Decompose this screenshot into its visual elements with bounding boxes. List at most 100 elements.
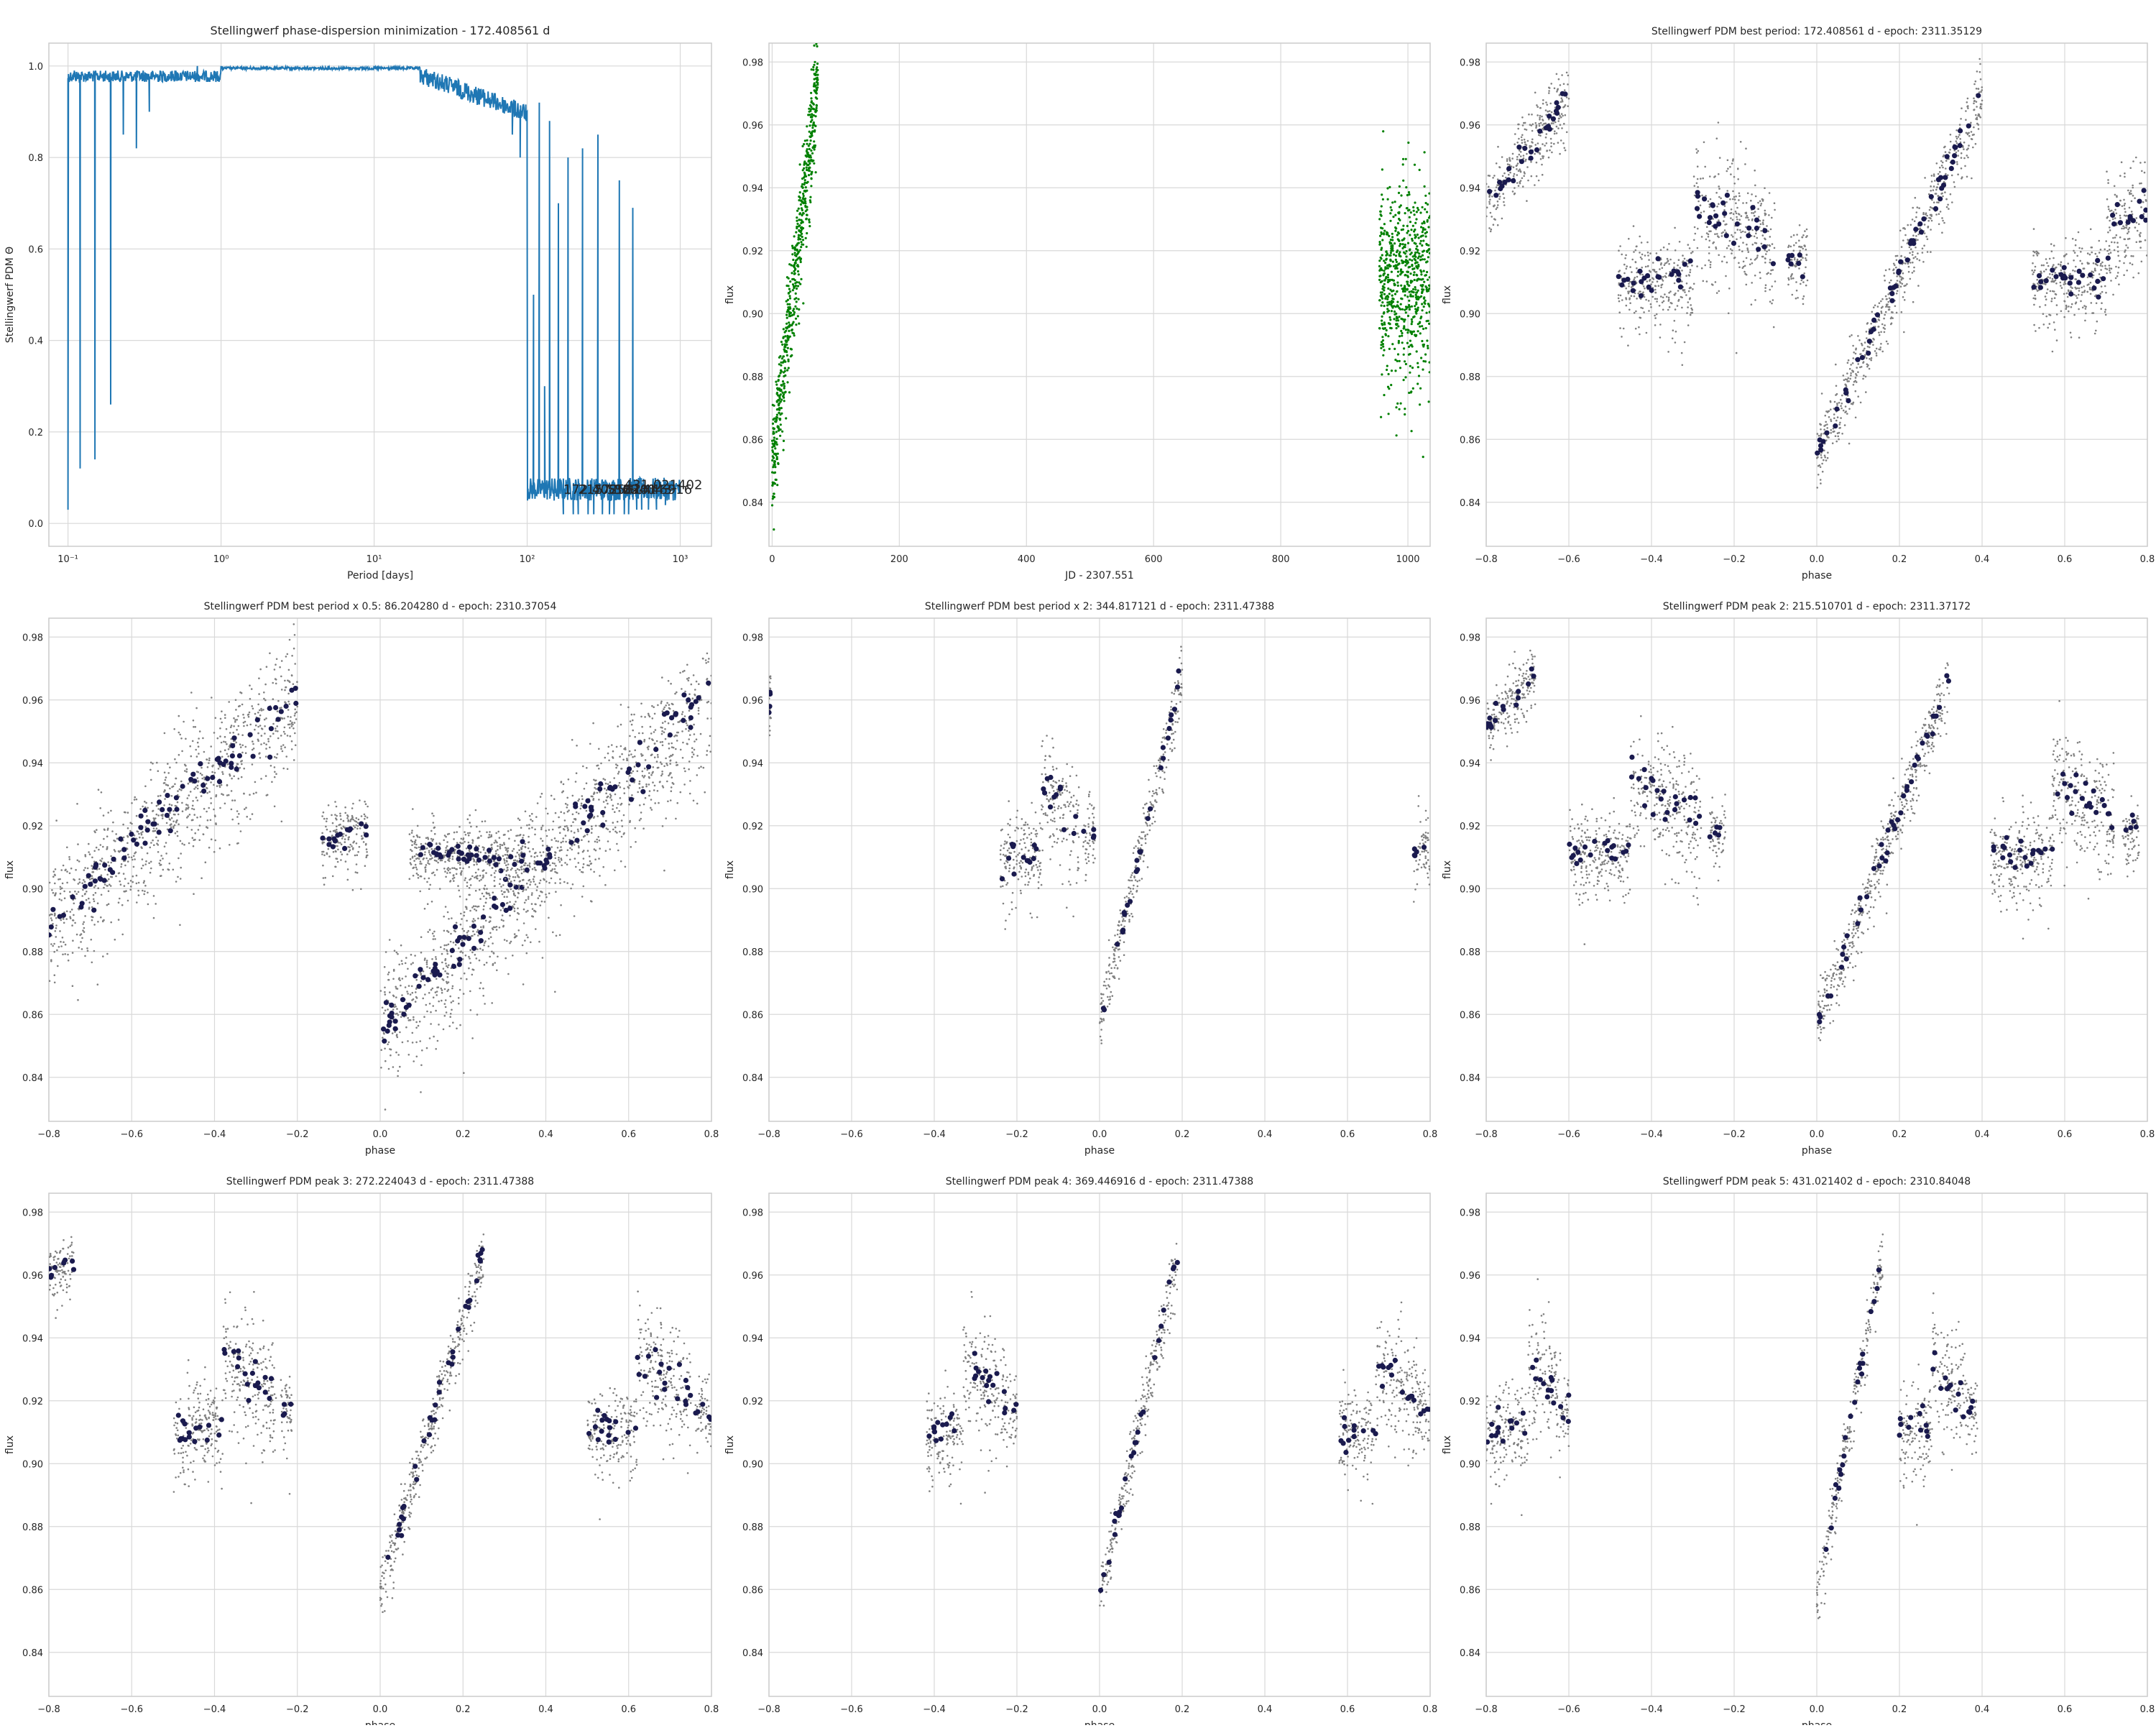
data-point <box>221 742 223 744</box>
data-point <box>2052 278 2054 280</box>
data-point <box>1850 364 1852 366</box>
data-point <box>86 891 88 893</box>
y-tick-label: 0.84 <box>1460 498 1480 509</box>
data-point <box>798 251 800 253</box>
data-point <box>801 185 803 188</box>
data-point <box>2107 179 2109 181</box>
data-point <box>1841 403 1843 405</box>
data-point <box>194 832 196 835</box>
data-point <box>1948 208 1950 210</box>
data-point <box>1697 178 1699 180</box>
data-point <box>1514 143 1516 145</box>
data-point <box>1641 258 1643 260</box>
data-point <box>1869 358 1871 360</box>
binned-point <box>1866 351 1871 356</box>
data-point <box>786 369 788 372</box>
data-point <box>1381 269 1383 271</box>
data-point <box>2108 208 2110 211</box>
data-point <box>332 822 334 824</box>
data-point <box>1618 298 1620 300</box>
data-point <box>367 806 369 808</box>
data-point <box>2085 313 2087 315</box>
data-point <box>1640 257 1642 259</box>
data-point <box>1506 158 1508 160</box>
data-point <box>778 403 780 405</box>
plot-frame <box>49 43 711 546</box>
data-point <box>1412 206 1414 208</box>
data-point <box>1425 261 1427 263</box>
data-point <box>259 725 262 727</box>
data-point <box>155 903 157 905</box>
binned-point <box>157 799 162 804</box>
data-point <box>808 114 811 116</box>
data-point <box>1818 435 1820 437</box>
data-point <box>1393 348 1396 350</box>
data-point <box>293 759 295 761</box>
data-point <box>1564 106 1566 108</box>
data-point <box>1732 198 1734 201</box>
data-point <box>127 860 129 863</box>
data-point <box>279 707 281 709</box>
data-point <box>341 843 343 845</box>
data-point <box>244 721 247 723</box>
data-point <box>1516 165 1518 167</box>
data-point <box>1380 226 1382 229</box>
data-point <box>1956 138 1958 140</box>
data-point <box>193 814 195 816</box>
data-point <box>1741 215 1743 217</box>
data-point <box>1963 157 1966 160</box>
data-point <box>1412 288 1414 290</box>
data-point <box>795 293 797 295</box>
data-point <box>191 808 193 810</box>
data-point <box>1769 192 1771 194</box>
data-point <box>1651 281 1654 283</box>
data-point <box>1971 131 1973 133</box>
data-point <box>145 802 147 804</box>
data-point <box>1917 234 1920 236</box>
data-point <box>1401 298 1403 300</box>
data-point <box>1524 139 1526 141</box>
data-point <box>1401 308 1404 311</box>
data-point <box>198 737 200 740</box>
data-point <box>223 741 225 743</box>
data-point <box>1927 226 1930 228</box>
binned-point <box>1656 256 1661 261</box>
data-point <box>1879 346 1881 349</box>
data-point <box>2126 227 2128 229</box>
data-point <box>2056 339 2058 341</box>
data-point <box>1885 270 1887 272</box>
data-point <box>1387 386 1389 388</box>
data-point <box>1697 186 1699 188</box>
binned-point <box>168 828 173 833</box>
data-point <box>1550 83 1552 85</box>
data-point <box>1966 155 1968 157</box>
data-point <box>1860 402 1862 404</box>
data-point <box>185 771 188 773</box>
data-point <box>811 152 814 155</box>
data-point <box>791 245 793 247</box>
data-point <box>1400 303 1402 305</box>
data-point <box>773 492 775 495</box>
data-point <box>1695 233 1697 235</box>
data-point <box>777 453 779 455</box>
data-point <box>364 815 367 817</box>
data-point <box>1427 256 1429 258</box>
data-point <box>2052 266 2054 268</box>
data-point <box>101 894 103 896</box>
data-point <box>243 725 245 727</box>
data-point <box>193 845 195 847</box>
data-point <box>238 725 240 727</box>
data-point <box>187 804 189 806</box>
data-point <box>781 344 783 346</box>
data-point <box>1391 305 1393 307</box>
data-point <box>1856 374 1858 377</box>
data-point <box>773 565 775 567</box>
data-point <box>284 727 286 729</box>
data-point <box>2053 244 2055 247</box>
data-point <box>1733 196 1736 198</box>
data-point <box>185 809 187 811</box>
binned-point <box>1921 216 1926 221</box>
data-point <box>1682 364 1684 367</box>
data-point <box>1893 263 1895 265</box>
data-point <box>810 185 812 187</box>
